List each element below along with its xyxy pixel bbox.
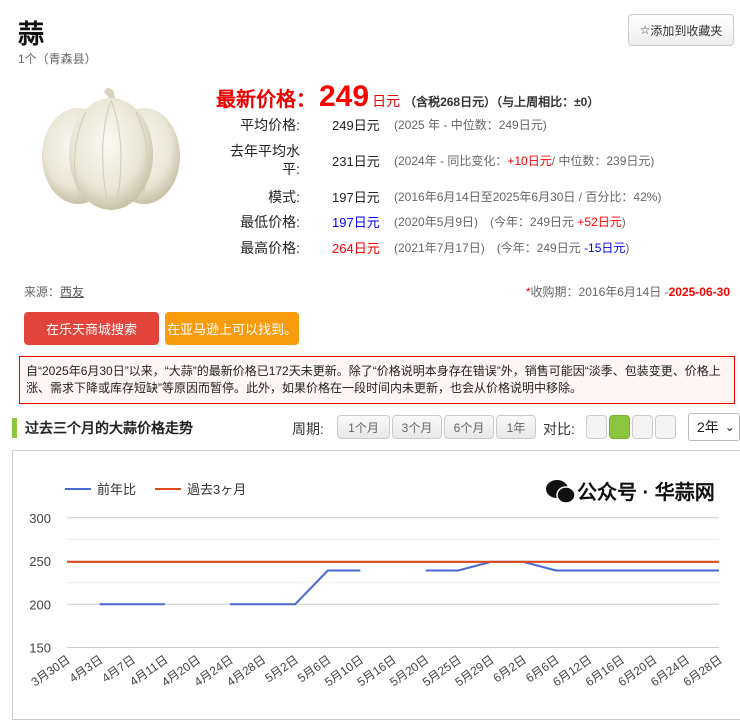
stat-note-part: / 中位数：239日元): [551, 153, 655, 168]
source-link[interactable]: 西友: [60, 285, 85, 299]
stat-row: 去年平均水平: 231日元 (2024年 - 同比变化：+10日元/ 中位数：239…: [220, 142, 654, 178]
stat-value: 197日元: [332, 190, 380, 205]
latest-price-value: 249: [319, 80, 370, 113]
series-line-0: [425, 560, 719, 572]
series-line-0: [230, 569, 361, 606]
stat-note: (2020年5月9日) (今年：249日元 +52日元): [394, 213, 626, 230]
amazon-search-button[interactable]: 在亚马逊上可以找到。: [165, 312, 299, 345]
latest-price: 最新价格： 249 日元 （含税268日元）（与上周相比：±0）: [216, 80, 599, 114]
garlic-image: [42, 88, 180, 210]
stat-note-part: +52日元: [577, 215, 622, 229]
x-tick-label: 4月3日: [67, 652, 106, 685]
y-tick-label: 300: [29, 511, 51, 526]
notice-box: 自“2025年6月30日”以来，“大蒜”的最新价格已172天未更新。除了“价格说…: [19, 356, 735, 404]
period-button[interactable]: 6个月: [444, 415, 494, 439]
period-button[interactable]: 3个月: [392, 415, 442, 439]
stat-note-part: ): [621, 215, 626, 229]
stat-value: 231日元: [332, 153, 380, 169]
watermark: 公众号 · 华蒜网: [545, 476, 715, 505]
period-end: 2025-06-30: [668, 285, 730, 299]
compare-label: 对比:: [543, 421, 575, 437]
y-tick-label: 200: [29, 597, 51, 612]
add-to-favorites-label: 添加到收藏夹: [650, 23, 723, 38]
star-outline-icon: ☆: [639, 23, 651, 37]
wechat-icon: [546, 479, 576, 504]
product-title: 蒜: [18, 19, 45, 49]
range-select[interactable]: 2年 ⌄: [688, 413, 740, 441]
stat-note-part: (2021年7月17日) (今年：249日元: [394, 241, 585, 255]
y-tick-label: 150: [29, 641, 51, 656]
stat-key: 模式:: [268, 188, 300, 205]
price-chart: 150 200 250 300 3月30日 4月3日 4月7日 4月11日 4月20日 4月24日…: [12, 450, 740, 720]
chevron-down-icon: ⌄: [724, 420, 735, 434]
stat-note: (2025 年 - 中位数：249日元): [394, 116, 547, 133]
stat-note-part: (2025 年 - 中位数：249日元): [394, 118, 547, 132]
y-tick-label: 250: [29, 554, 51, 569]
source-label: 来源：: [24, 285, 61, 299]
latest-price-note: （含税268日元）（与上周相比：±0）: [404, 95, 600, 109]
watermark-text: 公众号 · 华蒜网: [577, 482, 715, 504]
stat-row: 模式: 197日元 (2016年6月14日至2025年6月30日 / 百分比：42%…: [220, 187, 661, 206]
legend-label: 過去3ヶ月: [187, 482, 246, 497]
latest-price-unit: 日元: [372, 93, 401, 109]
stat-note-part: (2020年5月9日) (今年：249日元: [394, 215, 578, 229]
stat-value: 197日元: [332, 215, 380, 230]
chart-svg: 1502002503003月30日4月3日4月7日4月11日4月20日4月24日…: [29, 482, 725, 689]
stat-row: 最高价格: 264日元 (2021年7月17日) (今年：249日元 -15日元): [220, 238, 629, 257]
latest-price-label: 最新价格：: [216, 89, 316, 111]
stat-note-part: +10日元: [507, 153, 552, 168]
period-label: 周期:: [292, 421, 324, 437]
stat-value: 264日元: [332, 241, 380, 256]
compare-swatch[interactable]: [632, 415, 653, 439]
stat-row: 平均价格: 249日元 (2025 年 - 中位数：249日元): [220, 115, 547, 134]
stat-note-part: (2024年 - 同比变化：: [394, 153, 508, 168]
purchase-period: *收购期：2016年6月14日 -2025-06-30: [526, 283, 730, 300]
add-to-favorites-button[interactable]: ☆ 添加到收藏夹: [628, 14, 734, 46]
period-button[interactable]: 1个月: [337, 415, 390, 439]
x-tick-label: 3月30日: [29, 652, 73, 689]
stat-key: 平均价格:: [240, 116, 300, 133]
x-tick-label: 6月2日: [490, 652, 529, 685]
compare-swatch[interactable]: [609, 415, 630, 439]
stat-note: (2024年 - 同比变化：+10日元/ 中位数：239日元): [394, 152, 654, 169]
stat-note: (2021年7月17日) (今年：249日元 -15日元): [394, 239, 629, 256]
product-subtitle: 1个（青森县）: [18, 52, 97, 66]
stat-key: 最低价格:: [240, 213, 300, 230]
stat-row: 最低价格: 197日元 (2020年5月9日) (今年：249日元 +52日元): [220, 212, 626, 231]
asterisk: *: [525, 285, 531, 299]
period-button[interactable]: 1年: [496, 415, 536, 439]
stat-key: 去年平均水平:: [230, 143, 300, 177]
section-title: 过去三个月的大蒜价格走势: [12, 418, 193, 438]
period-label: 收购期：2016年6月14日 -: [530, 285, 669, 299]
range-select-value: 2年: [697, 419, 719, 435]
stat-note-part: (2016年6月14日至2025年6月30日 / 百分比：42%): [394, 190, 662, 204]
source: 来源：西友: [24, 283, 84, 300]
legend-label: 前年比: [97, 482, 136, 497]
stat-note: (2016年6月14日至2025年6月30日 / 百分比：42%): [394, 188, 661, 205]
rakuten-search-button[interactable]: 在乐天商城搜索: [24, 312, 159, 345]
x-tick-label: 5月2日: [262, 652, 301, 685]
compare-swatch[interactable]: [655, 415, 676, 439]
stat-note-part: -15日元: [584, 241, 626, 255]
stat-value: 249日元: [332, 118, 380, 133]
stat-key: 最高价格:: [240, 239, 300, 256]
stat-note-part: ): [625, 241, 630, 255]
compare-swatch[interactable]: [586, 415, 607, 439]
